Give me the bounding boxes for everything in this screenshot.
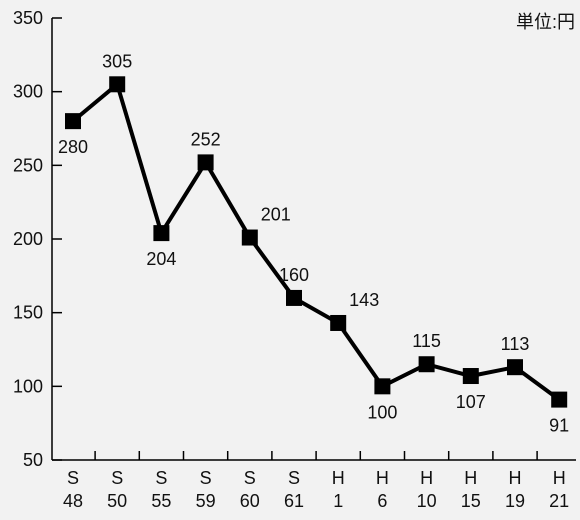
data-point — [109, 76, 126, 93]
x-tick-label-year: 10 — [417, 491, 437, 511]
data-labels: 280 305 204 252 201 160 143 100 115 107 113 91 — [58, 51, 569, 435]
x-tick-label-era: S — [111, 468, 123, 488]
data-label: 143 — [349, 290, 379, 310]
x-tick-label-era: H — [464, 468, 477, 488]
data-point — [197, 154, 214, 171]
x-tick-label-year: 61 — [284, 491, 304, 511]
x-tick-label-year: 6 — [377, 491, 387, 511]
data-point — [374, 378, 391, 395]
data-point — [462, 368, 479, 385]
data-label: 252 — [191, 129, 221, 149]
data-point — [418, 356, 435, 373]
data-point — [286, 289, 302, 306]
data-point — [65, 113, 81, 130]
data-label: 280 — [58, 137, 88, 157]
y-tick-label: 100 — [13, 376, 43, 396]
x-tick-label-year: 48 — [63, 491, 83, 511]
axes — [51, 18, 576, 461]
x-tick-label-era: S — [67, 468, 79, 488]
y-tick-label: 50 — [23, 450, 43, 470]
unit-label: 単位:円 — [516, 12, 575, 32]
y-axis-ticks: 50 100 150 200 250 300 350 — [13, 8, 62, 470]
data-point — [507, 359, 523, 376]
data-label: 115 — [412, 331, 441, 351]
x-tick-label-year: 1 — [333, 491, 343, 511]
x-tick-label-year: 55 — [151, 491, 171, 511]
x-tick-label-era: H — [553, 468, 566, 488]
x-tick-label-era: H — [509, 468, 522, 488]
x-tick-label-year: 19 — [505, 491, 525, 511]
y-tick-label: 150 — [13, 303, 43, 323]
x-tick-label-era: H — [376, 468, 389, 488]
data-label: 107 — [456, 392, 486, 412]
data-label: 160 — [279, 265, 309, 285]
x-tick-label-era: S — [288, 468, 300, 488]
x-tick-label-year: 60 — [240, 491, 260, 511]
x-tick-label-era: S — [244, 468, 256, 488]
data-point — [241, 229, 258, 246]
y-tick-label: 250 — [13, 155, 43, 175]
x-tick-label-year: 50 — [107, 491, 127, 511]
series-polyline — [71, 80, 561, 402]
x-tick-label-year: 15 — [461, 491, 481, 511]
y-tick-label: 200 — [13, 229, 43, 249]
data-label: 305 — [102, 51, 132, 71]
x-tick-label-year: 59 — [196, 491, 216, 511]
data-label: 91 — [549, 416, 569, 436]
data-markers — [65, 76, 568, 408]
data-label: 204 — [146, 249, 176, 269]
x-tick-label-era: S — [200, 468, 212, 488]
series-line — [71, 80, 561, 402]
x-tick-label-era: S — [155, 468, 167, 488]
data-point — [153, 225, 170, 242]
y-tick-label: 350 — [13, 8, 43, 28]
x-axis-ticks: S 48 S 50 S 55 S 59 S 60 S 61 H 1 H 6 H 10 H 15 H 19 H 21 — [63, 451, 569, 511]
data-label: 100 — [367, 402, 397, 422]
x-tick-label-era: H — [420, 468, 433, 488]
data-label: 201 — [261, 205, 291, 225]
x-tick-label-era: H — [332, 468, 345, 488]
y-tick-label: 300 — [13, 82, 43, 102]
data-point — [330, 314, 347, 331]
data-label: 113 — [501, 334, 530, 354]
x-tick-label-year: 21 — [549, 491, 569, 511]
data-point — [551, 391, 568, 408]
